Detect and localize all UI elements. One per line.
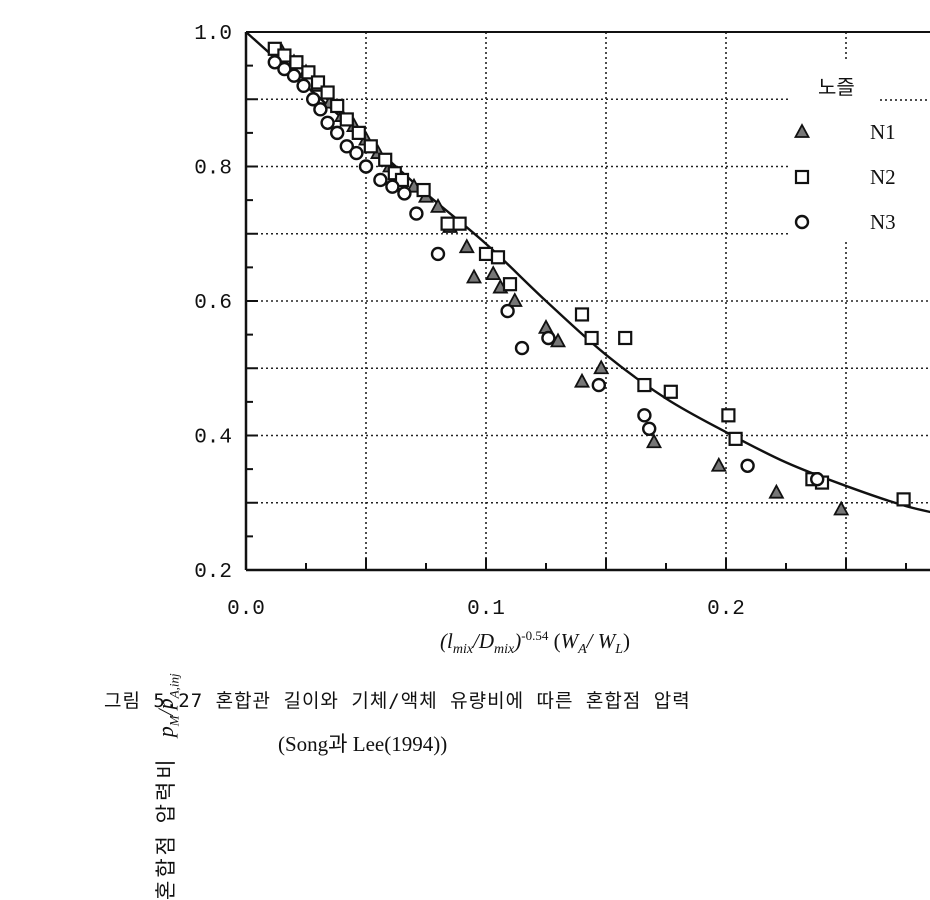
data-point-N3: [330, 125, 345, 141]
data-point-N1: [710, 456, 727, 472]
data-point-N2: [378, 152, 393, 167]
data-point-N3: [385, 179, 400, 194]
data-point-N3: [313, 102, 328, 117]
legend: 노즐 N1 N2 N3: [790, 62, 930, 242]
series-N1: [273, 43, 850, 516]
y-tick-label: 1.0: [194, 23, 232, 46]
data-point-N2: [490, 250, 506, 265]
data-point-N1: [458, 238, 475, 254]
data-point-N3: [500, 303, 515, 319]
data-point-N3: [358, 159, 374, 174]
data-point-N2: [416, 182, 431, 198]
figure-source: (Song과 Lee(1994)): [278, 732, 448, 756]
data-point-N2: [896, 492, 911, 507]
data-point-N1: [645, 433, 663, 449]
data-point-N2: [289, 55, 304, 70]
legend-label-N1: N1: [870, 120, 896, 144]
legend-box: [790, 62, 930, 242]
legend-label-N2: N2: [870, 165, 896, 189]
legend-items: N1 N2 N3: [793, 120, 896, 234]
data-point-N3: [541, 330, 556, 346]
data-point-N2: [574, 307, 590, 322]
data-point-N3: [349, 145, 364, 161]
data-point-N2: [478, 246, 494, 262]
legend-label-N3: N3: [870, 210, 896, 234]
data-point-N2: [320, 85, 335, 100]
x-tick-label: 0.0: [227, 598, 265, 621]
series-N3: [267, 55, 825, 487]
legend-marker-N2: [794, 169, 810, 185]
data-point-N1: [833, 500, 850, 516]
data-point-N3: [514, 340, 530, 356]
data-point-N1: [768, 483, 785, 499]
data-point-N2: [351, 125, 366, 140]
data-point-N3: [286, 68, 302, 83]
data-point-N1: [465, 268, 483, 284]
tick-labels: 0.0 0.1 0.2 0.2 0.4 0.6 0.8 1.0: [194, 23, 745, 621]
data-point-N2: [394, 172, 410, 188]
y-tick-label: 0.6: [194, 292, 232, 315]
data-point-N2: [637, 377, 652, 393]
x-tick-label: 0.1: [467, 598, 505, 621]
series-N2: [267, 41, 911, 507]
data-point-N3: [373, 172, 388, 188]
data-point-N3: [637, 408, 652, 423]
y-tick-label: 0.8: [194, 158, 232, 181]
x-tick-label: 0.2: [707, 598, 745, 621]
data-point-N3: [430, 246, 446, 262]
y-tick-label: 0.2: [194, 561, 232, 584]
data-point-N3: [642, 421, 657, 436]
figure-caption: 그림 5.27 혼합관 길이와 기체/액체 유량비에 따른 혼합점 압력: [104, 690, 691, 712]
data-point-N3: [740, 458, 755, 473]
data-point-N3: [277, 61, 292, 77]
data-point-N3: [296, 78, 311, 94]
data-point-N1: [593, 359, 610, 375]
y-axis-label-korean: 혼합점 압력비: [154, 756, 178, 900]
data-point-N3: [591, 377, 606, 393]
data-point-N3: [320, 115, 335, 130]
data-point-N2: [452, 216, 467, 231]
data-point-N3: [306, 92, 321, 107]
legend-marker-N1: [793, 123, 811, 138]
legend-marker-N3: [794, 214, 810, 230]
data-point-N2: [363, 139, 378, 154]
data-point-N1: [573, 372, 591, 388]
data-points: [267, 41, 911, 516]
data-point-N3: [409, 206, 424, 221]
legend-title: 노즐: [818, 75, 855, 99]
data-point-N2: [728, 431, 743, 446]
data-point-N2: [584, 330, 599, 346]
y-tick-label: 0.4: [194, 427, 232, 450]
data-point-N3: [339, 139, 354, 154]
data-point-N1: [537, 319, 555, 334]
data-point-N3: [397, 186, 412, 201]
data-point-N3: [267, 55, 282, 70]
data-point-N2: [721, 408, 736, 423]
ticks: [245, 31, 907, 571]
data-point-N2: [330, 98, 345, 114]
data-point-N1: [506, 292, 523, 307]
data-point-N2: [663, 384, 678, 399]
data-point-N2: [502, 277, 518, 292]
data-point-N3: [810, 472, 825, 487]
chart: 0.0 0.1 0.2 0.2 0.4 0.6 0.8 1.0 노즐 N1 N2 N3: [194, 23, 930, 621]
data-point-N2: [618, 330, 633, 346]
data-point-N2: [339, 112, 354, 127]
x-axis-label: (lmix/Dmix)-0.54 (WA/ WL): [440, 628, 631, 658]
data-point-N2: [440, 216, 455, 231]
data-point-N1: [485, 265, 502, 280]
data-point-N1: [429, 197, 447, 213]
